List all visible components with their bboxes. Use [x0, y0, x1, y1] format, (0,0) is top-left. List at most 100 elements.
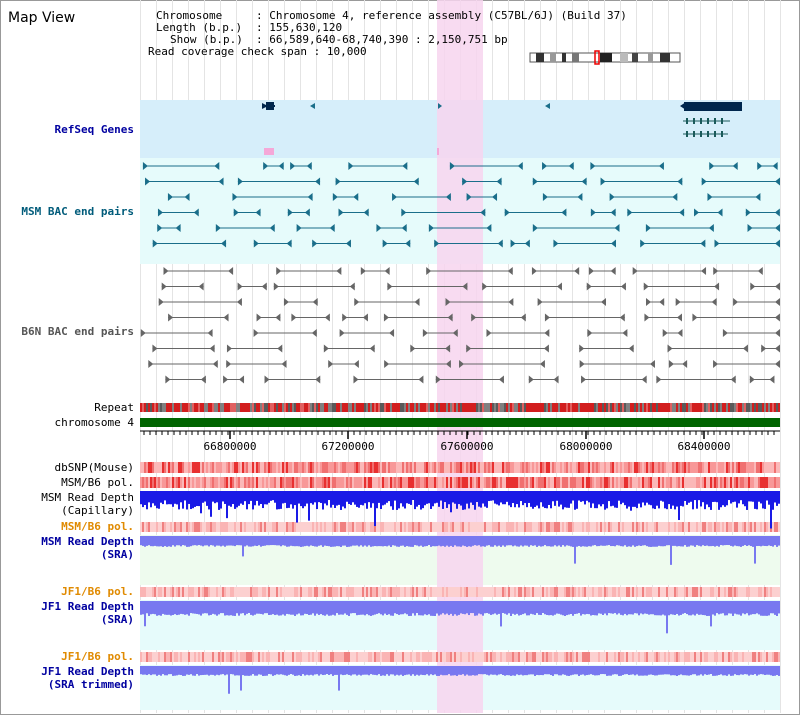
jf1-trim-depth-bar — [498, 666, 500, 675]
msm-pol-cell — [562, 477, 564, 488]
track-label-jf1-depth-sra[interactable]: JF1 Read Depth — [41, 600, 134, 613]
jf1-trim-depth-bar — [496, 666, 498, 676]
repeat-block — [326, 403, 328, 412]
repeat-block — [708, 403, 710, 412]
msm-capillary-depth-bar — [284, 491, 286, 503]
jf1-pol-cell — [674, 587, 676, 597]
msm-pol-cell — [544, 477, 546, 488]
track-label-jf1-b6-pol[interactable]: JF1/B6 pol. — [61, 585, 134, 598]
jf1-trim-depth-bar — [652, 666, 654, 675]
msm-sra-depth-bar — [376, 536, 378, 547]
msm-capillary-depth-bar — [712, 491, 714, 502]
show-line: Show (b.p.): 66,589,640-68,740,390 : 2,1… — [170, 33, 508, 46]
jf1-trim-depth-bar — [600, 666, 602, 675]
jf1-pol2-cell — [592, 652, 594, 662]
refseq-gene — [310, 103, 315, 109]
msm-capillary-depth-bar — [338, 491, 340, 505]
jf1-pol-cell — [602, 587, 604, 597]
msm-pol-cell — [694, 477, 696, 488]
track-label-repeat[interactable]: Repeat — [94, 401, 134, 414]
jf1-pol2-cell — [638, 652, 640, 662]
msm-capillary-depth-bar — [256, 491, 258, 501]
dbsnp-cell — [400, 462, 402, 473]
dbsnp-cell — [486, 462, 488, 473]
jf1-sra-depth-bar — [456, 601, 458, 616]
msm-sra-depth-bar — [750, 536, 752, 547]
msm-pol-cell — [606, 477, 608, 488]
msm-bac-end — [269, 224, 275, 232]
msm-bac-end — [542, 193, 548, 201]
repeat-block — [474, 403, 476, 412]
msm-pol2-cell — [400, 522, 402, 532]
jf1-pol-cell — [284, 587, 286, 597]
msm-pol-cell — [520, 477, 522, 488]
jf1-pol-cell — [572, 587, 574, 597]
jf1-pol-cell — [450, 587, 452, 597]
jf1-pol-cell — [526, 587, 528, 597]
dbsnp-cell — [778, 462, 780, 473]
jf1-trim-depth-bar — [292, 666, 294, 675]
track-label-jf1-b6-pol-2[interactable]: JF1/B6 pol. — [61, 650, 134, 663]
jf1-trim-depth-bar — [748, 666, 750, 676]
jf1-pol-cell — [276, 587, 278, 597]
jf1-pol-cell — [352, 587, 354, 597]
msm-pol2-cell — [644, 522, 646, 532]
msm-bac-end — [402, 162, 408, 170]
jf1-sra-depth-bar — [156, 601, 158, 616]
msm-pol-cell — [648, 477, 650, 488]
msm-pol-cell — [578, 477, 580, 488]
jf1-pol2-cell — [310, 652, 312, 662]
msm-bac-end — [775, 177, 780, 186]
jf1-trim-depth-bar — [632, 666, 634, 675]
jf1-sra-depth-bar — [174, 601, 176, 615]
msm-capillary-depth-bar — [628, 491, 630, 507]
msm-sra-depth-bar — [562, 536, 564, 546]
msm-sra-depth-bar — [234, 536, 236, 547]
jf1-pol2-cell — [332, 652, 334, 662]
jf1-sra-depth-bar — [724, 601, 726, 616]
track-label-msm-b6-pol-2[interactable]: MSM/B6 pol. — [61, 520, 134, 533]
jf1-pol2-cell — [366, 652, 368, 662]
ideogram-band — [660, 53, 670, 62]
track-label-dbsnp[interactable]: dbSNP(Mouse) — [54, 461, 134, 474]
msm-pol-cell — [454, 477, 456, 488]
msm-pol2-cell — [262, 522, 264, 532]
track-label-msm-b6-pol[interactable]: MSM/B6 pol. — [61, 476, 134, 489]
jf1-pol2-cell — [302, 652, 304, 662]
jf1-pol-cell — [590, 587, 592, 597]
track-label-msm-depth-sra[interactable]: MSM Read Depth — [41, 535, 134, 548]
msm-sra-depth-bar — [730, 536, 732, 546]
msm-sra-depth-bar — [768, 536, 770, 546]
msm-pol2-cell — [614, 522, 616, 532]
jf1-pol-cell — [256, 587, 258, 597]
dbsnp-cell — [294, 462, 296, 473]
repeat-block — [616, 403, 618, 412]
dbsnp-cell — [364, 462, 366, 473]
msm-pol2-cell — [170, 522, 172, 532]
jf1-trim-depth-bar — [368, 666, 370, 676]
track-label-msm-depth-capillary[interactable]: MSM Read Depth — [41, 491, 134, 504]
msm-sra-depth-bar — [610, 536, 612, 547]
msm-pol2-cell — [422, 522, 424, 532]
repeat-block — [180, 403, 182, 412]
msm-capillary-depth-bar — [512, 491, 514, 504]
track-label-jf1-depth-trimmed[interactable]: JF1 Read Depth — [41, 665, 134, 678]
refseq-exon — [693, 131, 695, 137]
repeat-block — [248, 403, 250, 412]
msm-pol-cell — [734, 477, 736, 488]
jf1-pol-cell — [750, 587, 752, 597]
repeat-block — [586, 403, 588, 412]
repeat-block — [430, 403, 432, 412]
dbsnp-cell — [664, 462, 666, 473]
track-label-b6n-bac[interactable]: B6N BAC end pairs — [21, 325, 134, 338]
repeat-block — [526, 403, 528, 412]
jf1-pol2-cell — [398, 652, 400, 662]
track-label-msm-bac[interactable]: MSM BAC end pairs — [21, 205, 134, 218]
track-label-refseq[interactable]: RefSeq Genes — [54, 123, 134, 136]
track-label-chromosome[interactable]: chromosome 4 — [54, 416, 134, 429]
msm-pol-cell — [632, 477, 634, 488]
msm-sra-depth-bar — [170, 536, 172, 547]
repeat-block — [148, 403, 150, 412]
msm-sra-depth-bar — [324, 536, 326, 546]
